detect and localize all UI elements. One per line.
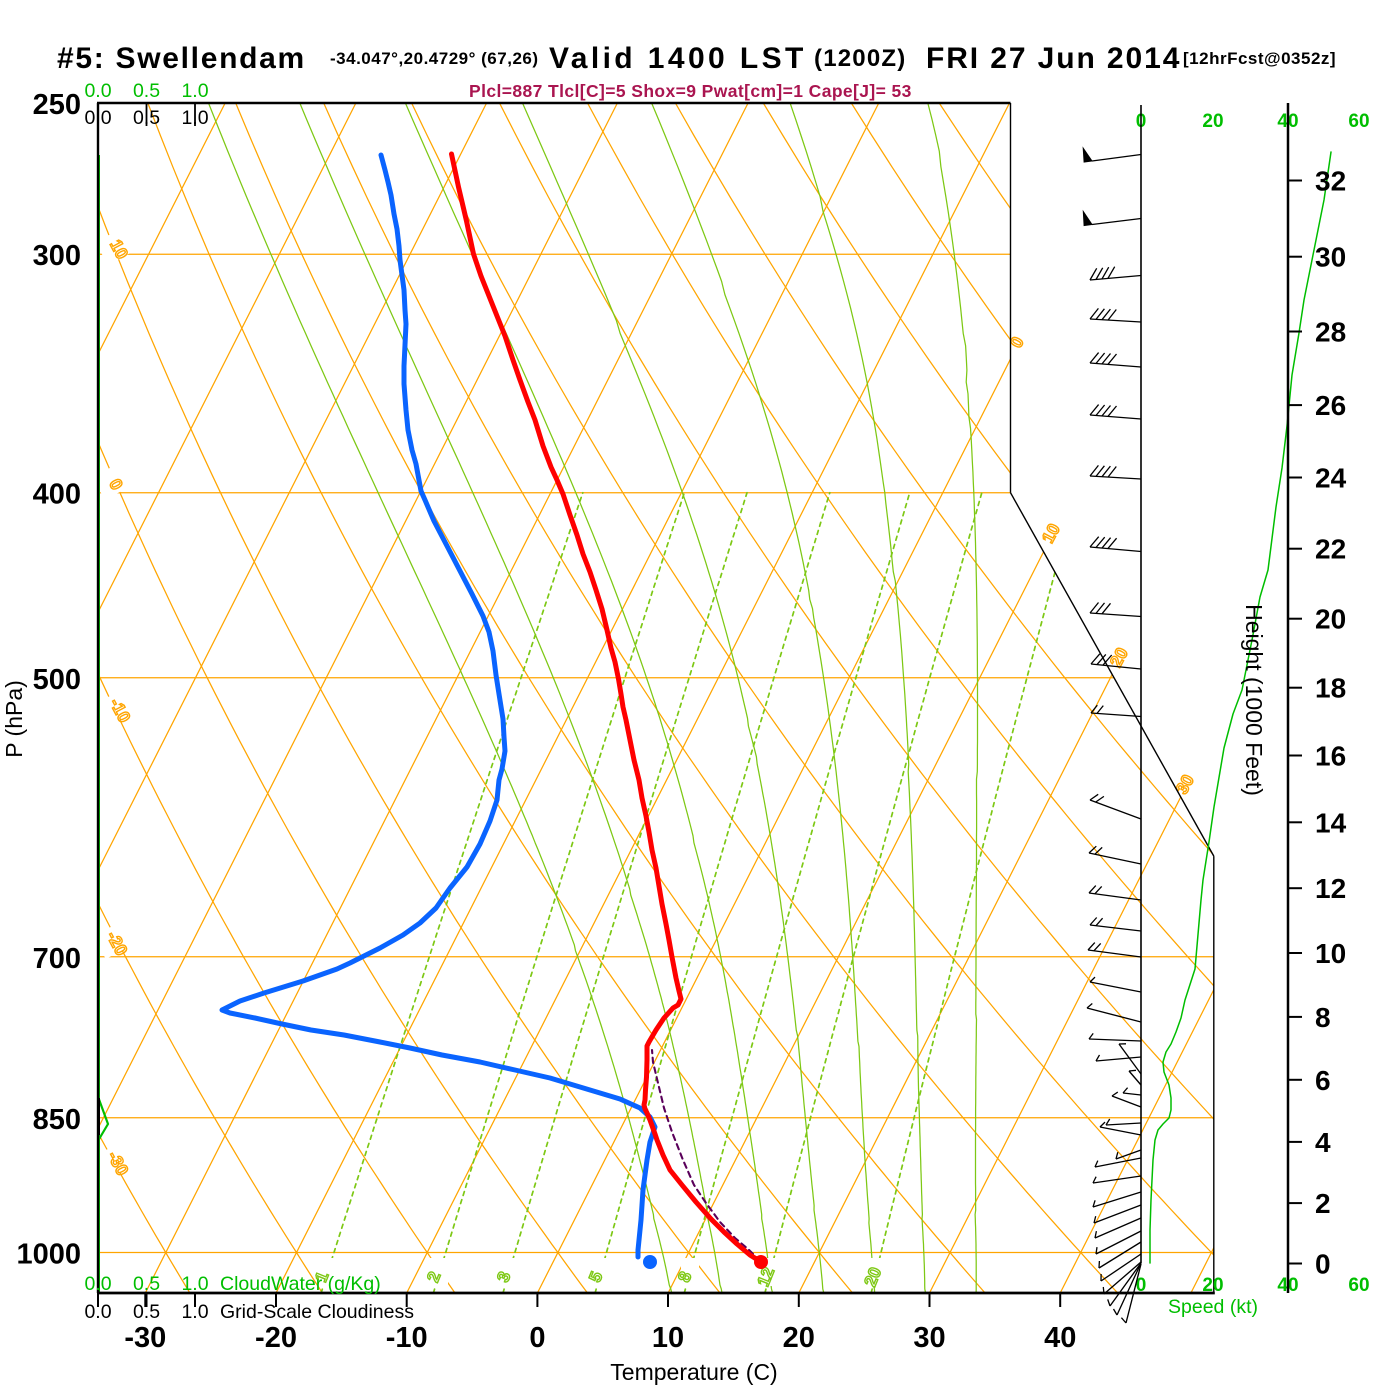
svg-text:Speed (kt): Speed (kt) [1168, 1296, 1258, 1318]
svg-text:0: 0 [529, 1322, 545, 1354]
svg-text:-30: -30 [124, 1322, 166, 1354]
svg-text:60: 60 [1348, 1275, 1369, 1296]
svg-text:0.0: 0.0 [84, 1273, 111, 1295]
svg-text:1000: 1000 [16, 1239, 81, 1271]
svg-text:-20: -20 [255, 1322, 297, 1354]
svg-text:0.0: 0.0 [84, 1301, 111, 1323]
svg-text:20: 20 [783, 1322, 815, 1354]
svg-text:Height (1000 Feet): Height (1000 Feet) [1241, 604, 1267, 796]
svg-text:Valid 1400 LST: Valid 1400 LST [549, 42, 807, 75]
svg-text:20: 20 [1202, 111, 1223, 132]
svg-text:20: 20 [1315, 604, 1346, 635]
svg-text:P (hPa): P (hPa) [1, 680, 27, 758]
svg-text:10: 10 [652, 1322, 684, 1354]
svg-text:Plcl=887 Tlcl[C]=5 Shox=9 Pwat: Plcl=887 Tlcl[C]=5 Shox=9 Pwat[cm]=1 Cap… [469, 81, 912, 101]
svg-text:(1200Z): (1200Z) [814, 45, 906, 72]
svg-text:300: 300 [33, 240, 81, 272]
svg-text:500: 500 [33, 664, 81, 696]
svg-text:1.0: 1.0 [181, 80, 208, 102]
svg-text:850: 850 [33, 1104, 81, 1136]
svg-text:#5: Swellendam: #5: Swellendam [57, 42, 306, 75]
svg-text:24: 24 [1315, 463, 1347, 494]
svg-text:1.0: 1.0 [181, 1273, 208, 1295]
svg-text:6: 6 [1315, 1065, 1331, 1096]
svg-text:-10: -10 [386, 1322, 428, 1354]
svg-text:10: 10 [1315, 938, 1346, 969]
svg-text:28: 28 [1315, 317, 1346, 348]
svg-text:Temperature (C): Temperature (C) [610, 1359, 777, 1385]
svg-text:[12hrFcst@0352z]: [12hrFcst@0352z] [1183, 49, 1336, 68]
svg-text:Grid-Scale Cloudiness: Grid-Scale Cloudiness [220, 1301, 414, 1323]
svg-text:8: 8 [1315, 1002, 1331, 1033]
svg-text:400: 400 [33, 479, 81, 511]
svg-text:32: 32 [1315, 166, 1346, 197]
svg-text:250: 250 [33, 89, 81, 121]
svg-text:FRI 27 Jun 2014: FRI 27 Jun 2014 [926, 42, 1181, 75]
svg-text:0.5: 0.5 [133, 1301, 160, 1323]
svg-text:700: 700 [33, 943, 81, 975]
svg-text:30: 30 [913, 1322, 945, 1354]
svg-text:-34.047°,20.4729° (67,26): -34.047°,20.4729° (67,26) [330, 49, 539, 68]
svg-text:CloudWater (g/Kg): CloudWater (g/Kg) [220, 1273, 381, 1295]
svg-text:0.5: 0.5 [133, 1273, 160, 1295]
svg-text:20: 20 [1202, 1275, 1223, 1296]
svg-text:0: 0 [1136, 1275, 1147, 1296]
svg-text:26: 26 [1315, 390, 1346, 421]
svg-text:18: 18 [1315, 673, 1346, 704]
svg-text:22: 22 [1315, 534, 1346, 565]
svg-text:0.5: 0.5 [133, 107, 160, 129]
svg-text:60: 60 [1348, 111, 1369, 132]
svg-text:0.0: 0.0 [84, 80, 111, 102]
svg-text:4: 4 [1315, 1127, 1331, 1158]
svg-text:0.0: 0.0 [84, 107, 111, 129]
svg-text:0.5: 0.5 [133, 80, 160, 102]
svg-text:1.0: 1.0 [181, 1301, 208, 1323]
svg-text:30: 30 [1315, 242, 1346, 273]
svg-text:12: 12 [1315, 873, 1346, 904]
svg-text:14: 14 [1315, 807, 1347, 838]
svg-text:40: 40 [1044, 1322, 1076, 1354]
svg-text:1.0: 1.0 [181, 107, 208, 129]
svg-text:16: 16 [1315, 741, 1346, 772]
svg-text:2: 2 [1315, 1188, 1331, 1219]
svg-text:0: 0 [1315, 1249, 1331, 1280]
